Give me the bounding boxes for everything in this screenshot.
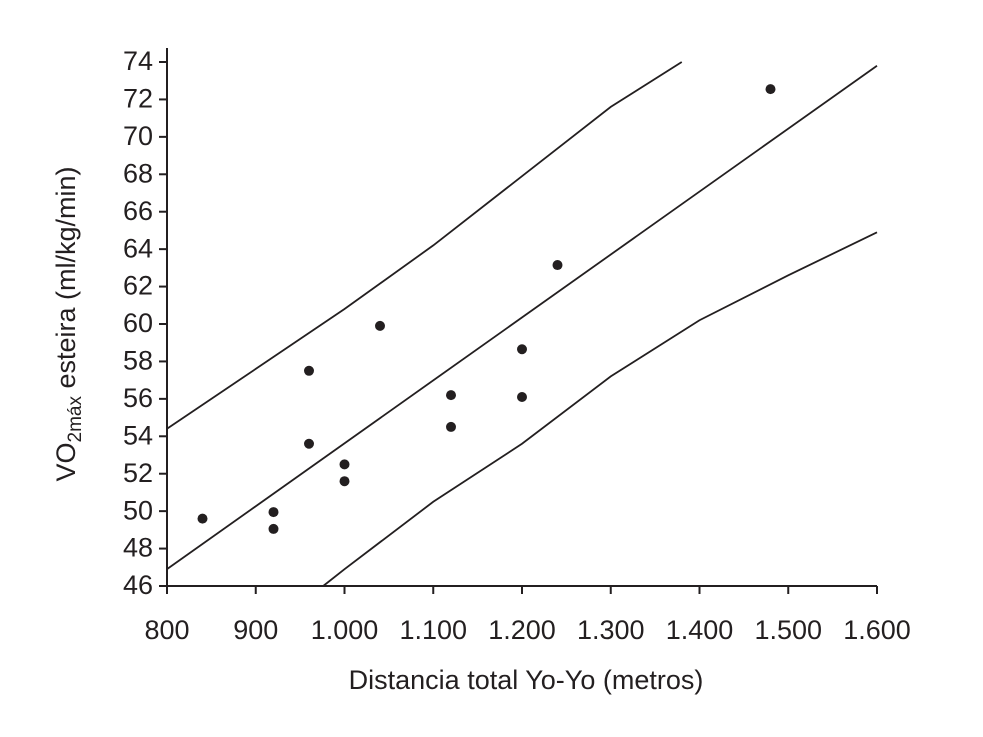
y-tick-label: 70 [123, 121, 153, 151]
x-tick-label: 1.300 [577, 615, 645, 645]
y-tick-label: 74 [123, 46, 153, 76]
x-tick-label: 1.400 [666, 615, 734, 645]
y-tick-label: 60 [123, 308, 153, 338]
x-tick-label: 1.100 [399, 615, 467, 645]
y-label-rest: esteira (ml/kg/min) [51, 166, 81, 396]
y-tick-label: 68 [123, 158, 153, 188]
x-tick-label: 1.200 [488, 615, 556, 645]
y-tick-label: 62 [123, 271, 153, 301]
y-tick-label: 58 [123, 346, 153, 376]
y-tick-label: 50 [123, 495, 153, 525]
data-point [268, 507, 279, 518]
y-label-subscript: 2máx [65, 396, 86, 443]
y-tick-label: 46 [123, 570, 153, 600]
x-tick-label: 1.000 [311, 615, 379, 645]
data-point [375, 320, 385, 331]
x-tick-label: 800 [144, 615, 189, 645]
y-tick-label: 72 [123, 84, 153, 114]
y-tick-label: 56 [123, 383, 153, 413]
data-point [446, 421, 456, 432]
data-point [446, 390, 456, 401]
data-point [765, 84, 776, 95]
y-label-main: VO [51, 443, 81, 482]
data-point [304, 438, 314, 449]
data-point [517, 391, 527, 402]
confidence-band [322, 231, 878, 587]
x-tick-label: 1.600 [843, 615, 911, 645]
y-tick-label: 64 [123, 233, 153, 263]
y-tick-label: 48 [123, 533, 153, 563]
x-tick-label: 900 [233, 615, 278, 645]
data-point [517, 344, 527, 355]
y-tick-label: 52 [123, 458, 153, 488]
data-point [339, 476, 350, 487]
y-axis-label: VO2máx esteira (ml/kg/min) [51, 166, 86, 481]
data-point [339, 459, 350, 470]
regression-line [166, 65, 878, 570]
y-tick-label: 54 [123, 420, 153, 450]
x-axis-label: Distancia total Yo-Yo (metros) [349, 665, 704, 695]
data-point [552, 260, 563, 271]
data-point [304, 365, 314, 376]
data-point [197, 513, 208, 524]
confidence-band [166, 61, 683, 430]
x-tick-label: 1.500 [754, 615, 822, 645]
y-tick-label: 66 [123, 196, 153, 226]
data-point [268, 523, 279, 534]
